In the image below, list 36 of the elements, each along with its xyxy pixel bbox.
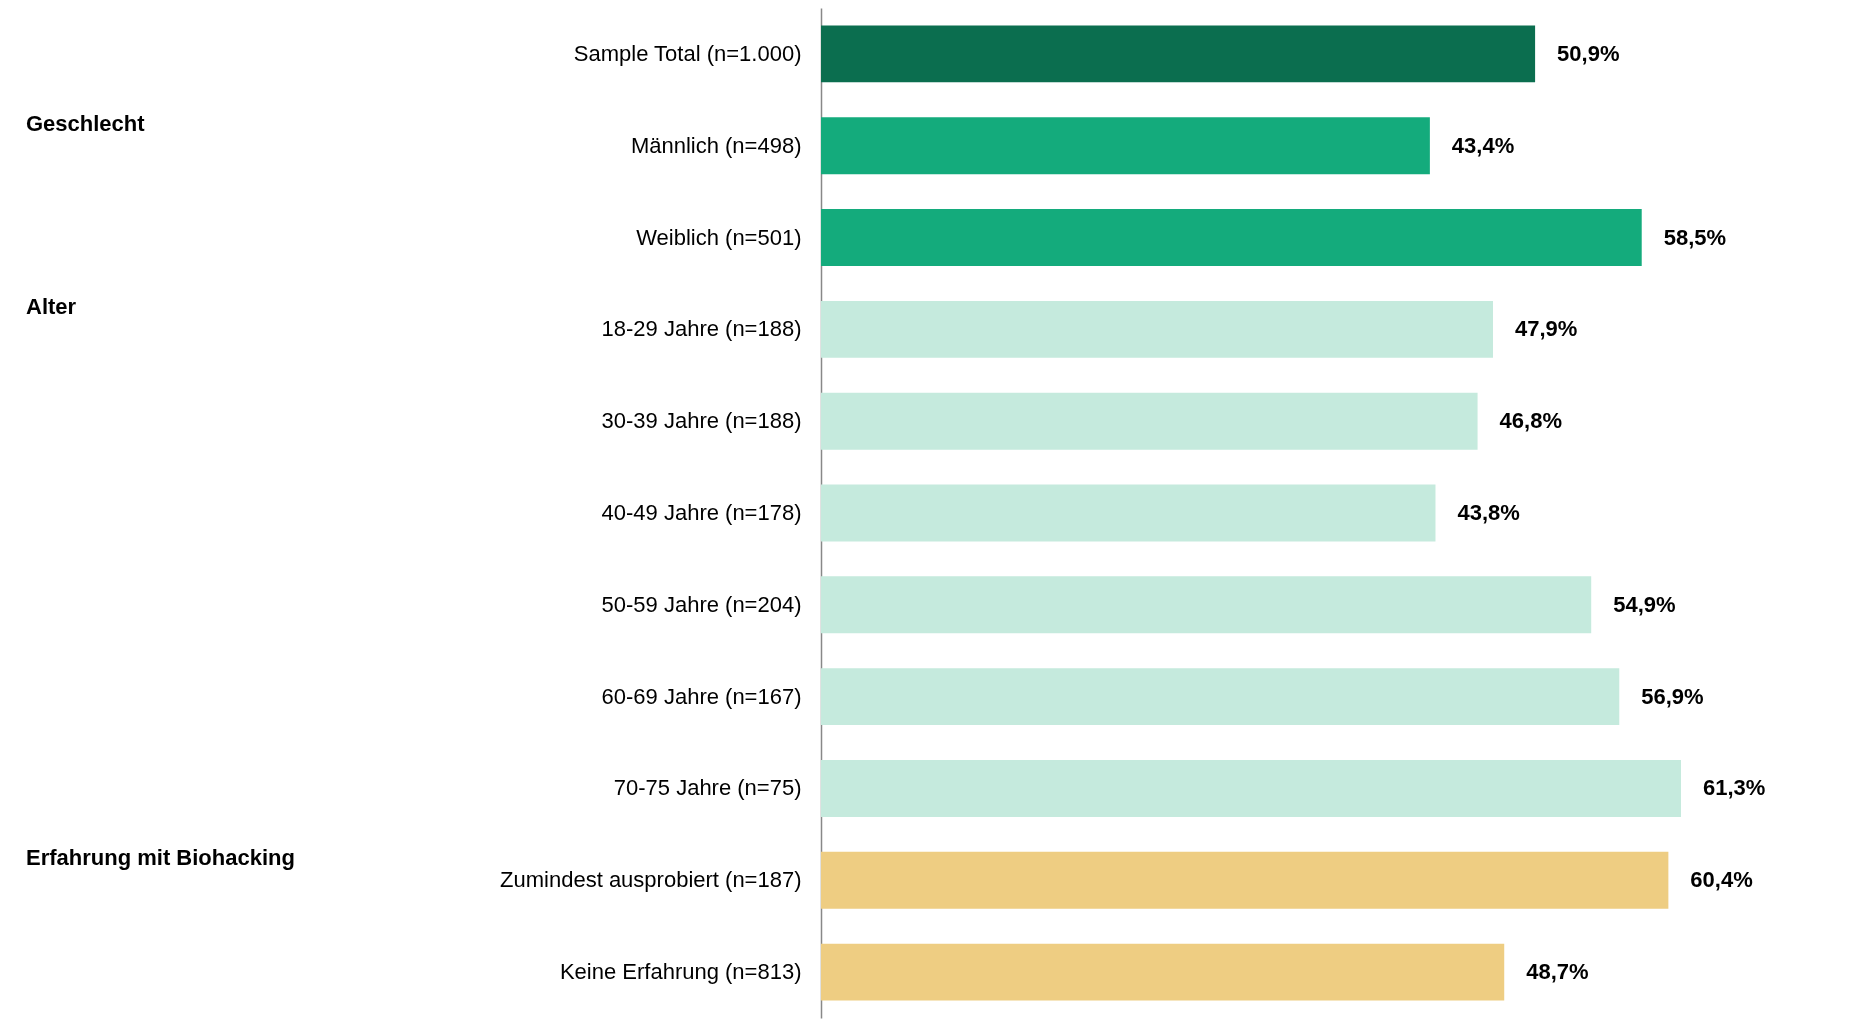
data-label: 61,3% <box>1703 775 1766 801</box>
bar <box>821 484 1436 542</box>
text: Alter <box>26 294 77 320</box>
bar <box>821 25 1536 83</box>
text: Geschlecht <box>26 110 146 136</box>
data-label: 47,9% <box>1515 316 1578 342</box>
data-label: 43,4% <box>1451 132 1515 158</box>
bar <box>821 759 1681 817</box>
data-label: 58,5% <box>1663 224 1727 250</box>
bar <box>821 300 1494 358</box>
y-tick-label: 70-75 Jahre (n=75) <box>613 775 802 801</box>
bar <box>821 943 1505 1001</box>
text: Erfahrung mit Biohacking <box>26 845 295 871</box>
y-tick-label: 18-29 Jahre (n=188) <box>601 316 802 342</box>
y-tick-label: Keine Erfahrung (n=813) <box>559 959 802 985</box>
data-label: 46,8% <box>1499 408 1562 434</box>
bar <box>821 117 1430 175</box>
bar <box>821 576 1592 634</box>
data-label: 54,9% <box>1613 591 1676 617</box>
data-label: 50,9% <box>1557 40 1620 66</box>
y-tick-label: Männlich (n=498) <box>630 132 802 158</box>
data-label: 56,9% <box>1641 683 1704 709</box>
y-tick-label: Weiblich (n=501) <box>636 224 802 250</box>
bar <box>821 209 1642 267</box>
data-label: 60,4% <box>1690 867 1753 893</box>
data-label: 48,7% <box>1526 959 1589 985</box>
y-tick-label: Sample Total (n=1.000) <box>573 40 802 66</box>
y-tick-label: Zumindest ausprobiert (n=187) <box>500 867 802 893</box>
bar <box>821 392 1478 450</box>
y-tick-label: 30-39 Jahre (n=188) <box>601 408 802 434</box>
y-tick-label: 40-49 Jahre (n=178) <box>601 500 802 525</box>
y-tick-label: 50-59 Jahre (n=204) <box>601 591 802 617</box>
bar <box>821 668 1620 726</box>
bar <box>821 851 1669 909</box>
data-label: 43,8% <box>1457 500 1520 525</box>
y-tick-label: 60-69 Jahre (n=167) <box>601 683 802 709</box>
